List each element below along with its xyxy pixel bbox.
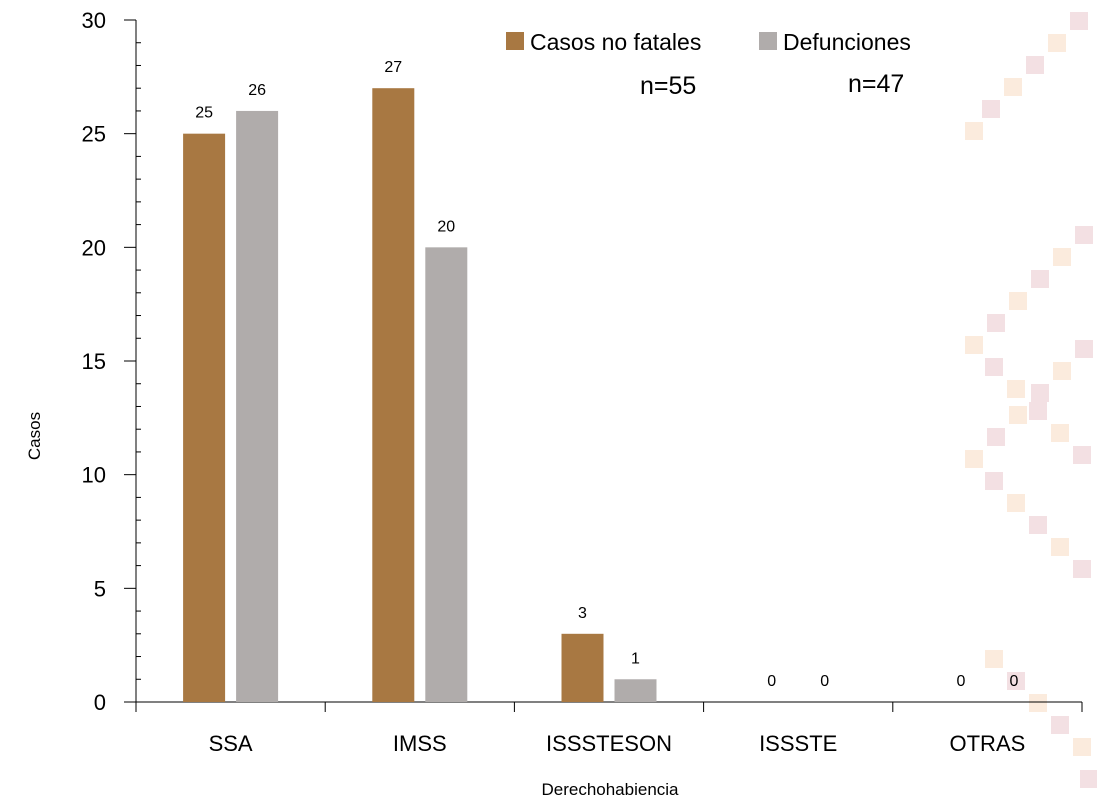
sample-size-note: n=55 [640, 72, 696, 100]
pattern-square [1051, 716, 1069, 734]
y-tick-label: 15 [82, 349, 106, 374]
bar-casos-no-fatales [561, 633, 604, 702]
pattern-square [965, 450, 983, 468]
pattern-square [1073, 446, 1091, 464]
pattern-square [1051, 424, 1069, 442]
pattern-square [965, 336, 983, 354]
pattern-square [1073, 738, 1091, 756]
x-tick-label: IMSS [393, 731, 447, 756]
background-pattern [965, 12, 1097, 788]
pattern-square [1007, 494, 1025, 512]
x-tick-label: ISSSTE [759, 731, 837, 756]
pattern-square [1048, 34, 1066, 52]
pattern-square [1009, 406, 1027, 424]
pattern-square [982, 100, 1000, 118]
pattern-square [985, 358, 1003, 376]
y-axis-title: Casos [25, 412, 44, 460]
y-tick-label: 0 [94, 690, 106, 715]
bar-defunciones [614, 679, 657, 702]
pattern-square [1007, 380, 1025, 398]
x-tick-label: ISSSTESON [546, 731, 672, 756]
bar-casos-no-fatales [183, 133, 226, 702]
y-tick-label: 20 [82, 235, 106, 260]
pattern-square [1073, 560, 1091, 578]
data-label: 27 [384, 59, 402, 76]
pattern-square [1029, 516, 1047, 534]
pattern-square [987, 314, 1005, 332]
legend-label: Casos no fatales [530, 29, 701, 55]
pattern-square [985, 650, 1003, 668]
legend-swatch [506, 32, 524, 50]
data-label: 1 [631, 650, 640, 667]
data-label: 3 [578, 605, 587, 622]
data-label: 0 [820, 673, 829, 690]
pattern-square [985, 472, 1003, 490]
x-tick-label: OTRAS [950, 731, 1026, 756]
pattern-square [1029, 402, 1047, 420]
annotations: n=55 n=47 [640, 70, 904, 100]
pattern-square [1053, 248, 1071, 266]
data-label: 26 [248, 82, 266, 99]
pattern-square [1031, 384, 1049, 402]
pattern-square [1026, 56, 1044, 74]
x-axis-title: Derechohabiencia [541, 780, 679, 799]
pattern-square [965, 122, 983, 140]
bars [183, 88, 657, 703]
pattern-square [1031, 270, 1049, 288]
data-label: 20 [437, 218, 455, 235]
pattern-square [1004, 78, 1022, 96]
legend-swatch [759, 32, 777, 50]
pattern-square [1053, 362, 1071, 380]
pattern-square [1080, 770, 1097, 788]
bar-casos-no-fatales [372, 88, 415, 702]
pattern-square [1070, 12, 1088, 30]
data-label: 0 [956, 673, 965, 690]
pattern-square [1007, 672, 1025, 690]
y-tick-label: 25 [82, 122, 106, 147]
data-label: 25 [195, 105, 213, 122]
bar-defunciones [236, 110, 279, 702]
pattern-square [1075, 340, 1093, 358]
pattern-square [1075, 226, 1093, 244]
pattern-square [1009, 292, 1027, 310]
legend: Casos no fatales Defunciones [506, 29, 911, 55]
bar-defunciones [425, 247, 468, 703]
legend-label: Defunciones [783, 29, 911, 55]
sample-size-note: n=47 [848, 70, 904, 98]
y-tick-label: 10 [82, 463, 106, 488]
data-label: 0 [1009, 673, 1018, 690]
y-tick-label: 5 [94, 576, 106, 601]
pattern-square [987, 428, 1005, 446]
data-label: 0 [767, 673, 776, 690]
pattern-square [1051, 538, 1069, 556]
pattern-square [1029, 694, 1047, 712]
y-tick-label: 30 [82, 8, 106, 33]
x-tick-label: SSA [209, 731, 253, 756]
